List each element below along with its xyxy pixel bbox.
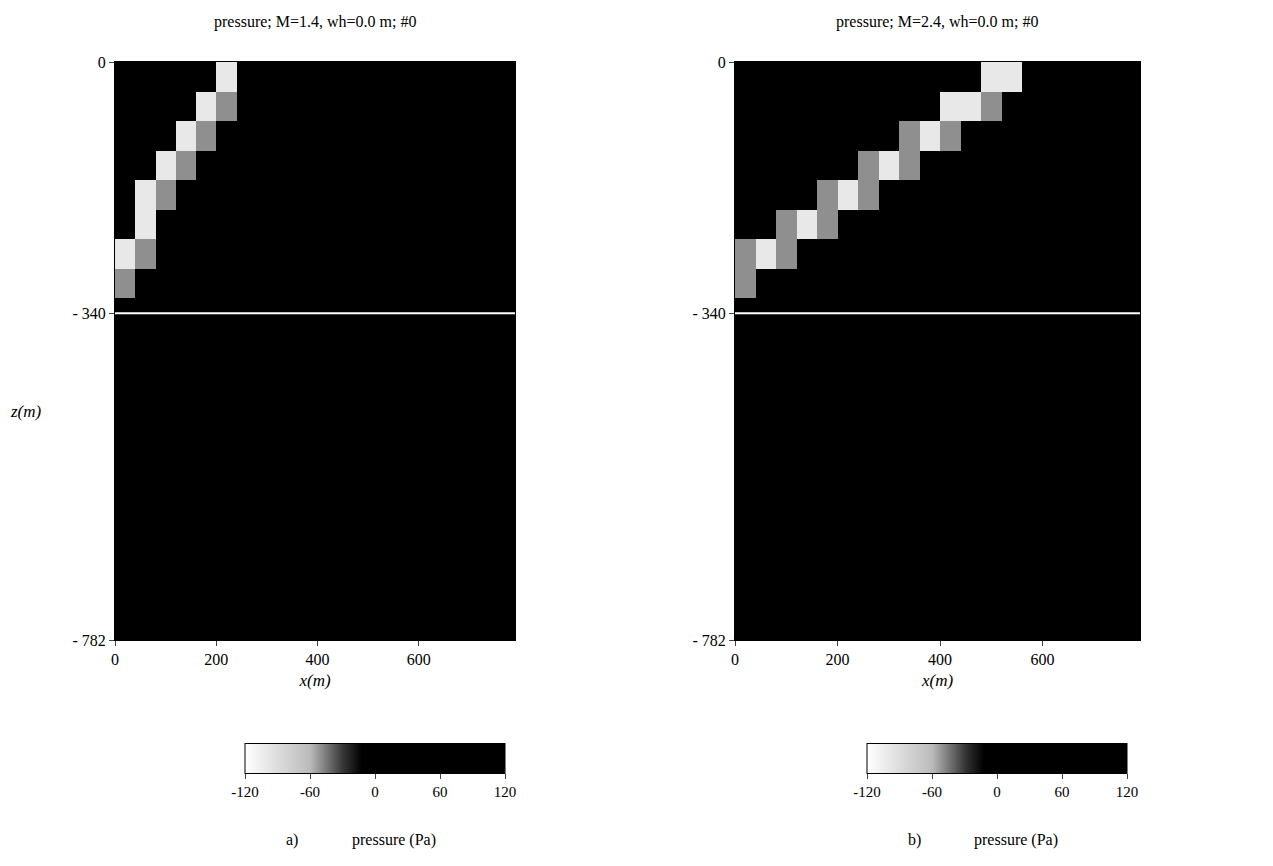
svg-text:pressure; M=2.4, wh=0.0 m; #0: pressure; M=2.4, wh=0.0 m; #0 (836, 13, 1038, 31)
svg-text:- 782: - 782 (72, 632, 105, 649)
svg-text:200: 200 (826, 651, 850, 668)
svg-text:-60: -60 (922, 784, 942, 800)
svg-text:200: 200 (204, 651, 228, 668)
svg-text:x(m): x(m) (298, 671, 330, 690)
svg-text:- 340: - 340 (692, 305, 725, 322)
svg-text:120: 120 (494, 784, 517, 800)
svg-text:pressure (Pa): pressure (Pa) (974, 831, 1058, 849)
svg-text:60: 60 (433, 784, 448, 800)
svg-text:- 340: - 340 (72, 305, 105, 322)
svg-text:600: 600 (407, 651, 431, 668)
svg-text:400: 400 (306, 651, 330, 668)
svg-text:400: 400 (928, 651, 952, 668)
svg-text:0: 0 (371, 784, 379, 800)
svg-text:600: 600 (1031, 651, 1055, 668)
svg-text:-120: -120 (231, 784, 259, 800)
svg-text:60: 60 (1055, 784, 1070, 800)
svg-text:0: 0 (111, 651, 119, 668)
svg-text:x(m): x(m) (921, 671, 953, 690)
svg-text:b): b) (908, 831, 921, 849)
svg-text:0: 0 (98, 54, 106, 71)
svg-text:0: 0 (718, 54, 726, 71)
svg-text:z(m): z(m) (10, 402, 42, 421)
svg-text:- 782: - 782 (692, 632, 725, 649)
svg-text:0: 0 (731, 651, 739, 668)
svg-text:pressure; M=1.4, wh=0.0 m; #0: pressure; M=1.4, wh=0.0 m; #0 (214, 13, 416, 31)
svg-text:-60: -60 (300, 784, 320, 800)
svg-text:pressure (Pa): pressure (Pa) (352, 831, 436, 849)
svg-text:a): a) (286, 831, 298, 849)
svg-text:120: 120 (1116, 784, 1139, 800)
svg-text:0: 0 (993, 784, 1001, 800)
svg-text:-120: -120 (853, 784, 881, 800)
